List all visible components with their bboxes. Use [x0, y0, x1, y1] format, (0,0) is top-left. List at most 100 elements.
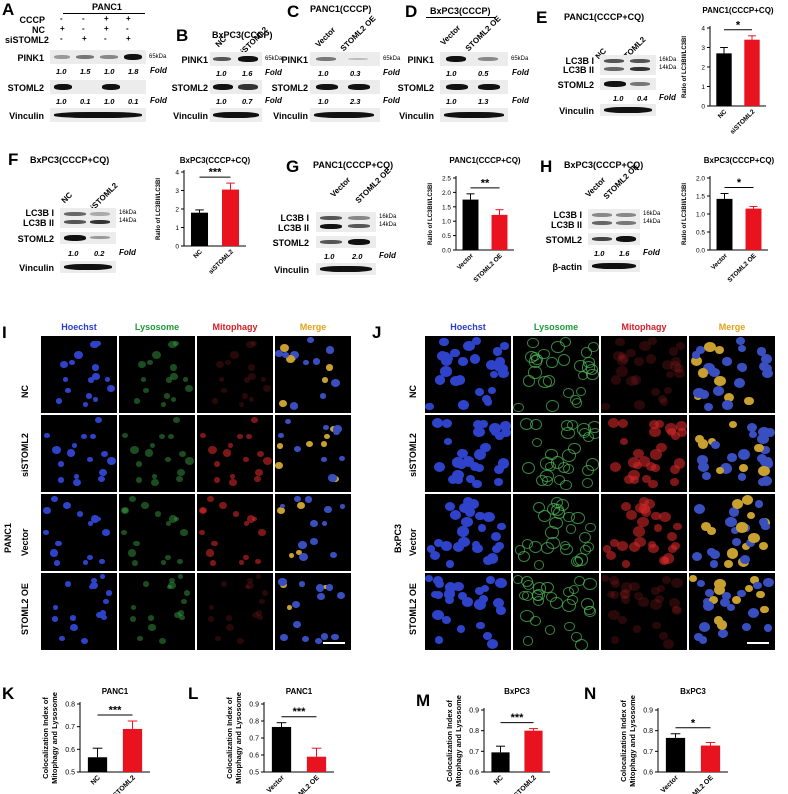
row-label-nc: NC [20, 384, 30, 398]
kda: 14kDa [119, 218, 137, 224]
micrograph-nc-merge [689, 336, 775, 413]
panel-a-sign: + [82, 34, 87, 43]
panel-j-cell-line: BxPC3 [393, 523, 403, 553]
fold-label: Fold [512, 96, 529, 105]
panel-c-blot-pink1 [310, 52, 380, 66]
row-label-sistoml2: siSTOML2 [408, 432, 418, 477]
bar [462, 199, 479, 250]
micrograph-sistoml2-lysosome [513, 415, 599, 492]
y-tick-label: 1.5 [696, 194, 705, 201]
bar [524, 730, 543, 772]
panel-h-blot-stoml2 [588, 233, 640, 245]
chart-title: PANC1 [286, 687, 313, 696]
panel-label-k: K [2, 684, 15, 703]
bar [87, 757, 108, 772]
panel-b-blot-pink1 [210, 52, 262, 66]
fold-value: 1.8 [128, 67, 139, 76]
micrograph-nc-hoechst [41, 336, 117, 413]
fold-value: 0.1 [128, 97, 139, 106]
blot-label: LC3B II [22, 218, 54, 228]
panel-d-blot-vinculin [440, 108, 508, 122]
panel-a-sign: + [126, 14, 131, 23]
kda: 14kDa [643, 219, 661, 225]
y-axis-label-line: Colocalization Index of [225, 697, 234, 779]
y-tick-label: 0.9 [643, 708, 653, 715]
x-tick-label: NC [717, 108, 729, 120]
lane-label: STOML2 OE [353, 166, 393, 205]
panel-b-blot-vinculin [210, 108, 262, 122]
panel-i-microscopy-grid: Hoechst Lysosome Mitophagy Merge NC siSTOML2 V… [18, 322, 351, 662]
y-axis-label: Colocalization Index ofMitophagy and Lys… [225, 692, 243, 784]
bar [271, 726, 292, 772]
blot-label: Vinculin [399, 111, 434, 121]
y-tick-label: 0.5 [65, 770, 75, 777]
fold-value: 0.1 [80, 97, 91, 106]
lane-label: NC [59, 190, 75, 205]
panel-a-cond-cccp: CCCP [19, 15, 45, 25]
significance-marker: *** [293, 706, 307, 718]
x-tick-label: NC [90, 774, 102, 786]
y-tick-label: 4 [175, 170, 179, 177]
bar [716, 198, 733, 250]
fold-value: 1.6 [242, 69, 253, 78]
bar [716, 53, 732, 106]
row-label-vector: Vector [20, 527, 30, 556]
y-axis-label: Colocalization Index ofMitophagy and Lys… [445, 695, 463, 787]
y-tick-label: 0.8 [643, 728, 653, 735]
panel-a-sign: - [60, 34, 63, 43]
micrograph-sistoml2-hoechst [425, 415, 511, 492]
column-header-lysosome: Lysosome [134, 322, 180, 332]
x-tick-label: Vector [660, 774, 680, 794]
bar [665, 737, 686, 772]
y-tick-label: 3 [175, 188, 179, 195]
panel-a-sign: + [104, 24, 109, 33]
x-tick-label: Vector [710, 252, 729, 271]
x-tick-label: NC [493, 774, 505, 786]
blot-label: PINK1 [181, 55, 208, 65]
significance-marker: *** [109, 705, 123, 717]
fold-label: Fold [512, 68, 529, 77]
fold-value: 1.0 [104, 97, 115, 106]
panel-label-j: J [372, 323, 382, 342]
blot-label: LC3B I [553, 210, 582, 220]
blot-label: LC3B II [550, 220, 582, 230]
y-tick-label: 0.6 [643, 770, 653, 777]
micrograph-stoml2-oe-lysosome [513, 573, 599, 650]
fold-label: Fold [150, 66, 167, 75]
chart-h: BxPC3(CCCP+CQ) Ratio of LC3BII/LC3BI 0.0 0.… [682, 156, 775, 284]
micrograph-stoml2-oe-lysosome [119, 573, 195, 650]
panel-e-blot-vinculin [600, 104, 656, 116]
micrograph-vector-lysosome [513, 494, 599, 571]
column-header-merge: Merge [718, 322, 746, 332]
panel-a-blot-label-pink1: PINK1 [17, 53, 44, 63]
panel-a-cond-nc: NC [32, 25, 45, 35]
row-label-vector: Vector [408, 527, 418, 556]
chart-f: BxPC3(CCCP+CQ) Ratio of LC3BII/LC3BI 0 1 2 3 4… [156, 156, 251, 276]
panel-f-title: BxPC3(CCCP+CQ) [30, 155, 110, 165]
micrograph-stoml2-oe-hoechst [41, 573, 117, 650]
bar [190, 212, 209, 246]
y-tick-label: 0.0 [442, 248, 451, 255]
panel-a-sign: - [60, 14, 63, 23]
micrograph-vector-hoechst [41, 494, 117, 571]
panel-label-c: C [287, 2, 300, 21]
fold-value: 1.0 [104, 67, 115, 76]
fold-value: 1.0 [56, 97, 67, 106]
blot-label: STOML2 [271, 83, 308, 93]
bar [491, 752, 510, 772]
y-axis-label: Colocalization Index ofMitophagy and Lys… [619, 695, 637, 787]
fold-value: 1.0 [68, 249, 79, 258]
y-tick-label: 2 [175, 207, 179, 214]
panel-e-blot-stoml2 [600, 78, 656, 90]
bar [306, 756, 327, 772]
panel-label-d: D [405, 2, 418, 21]
panel-a-blot-stoml2 [50, 80, 146, 94]
micrograph-sistoml2-mitophagy [197, 415, 273, 492]
y-tick-label: 1.0 [442, 219, 451, 226]
panel-h-title: BxPC3(CCCP+CQ) [564, 160, 644, 170]
y-tick-label: 0.5 [442, 233, 451, 240]
x-tick-label: STOML2 OE [472, 252, 504, 284]
micrograph-stoml2-oe-merge [689, 573, 775, 650]
y-tick-label: 0.7 [469, 749, 479, 756]
panel-label-f: F [8, 150, 19, 169]
